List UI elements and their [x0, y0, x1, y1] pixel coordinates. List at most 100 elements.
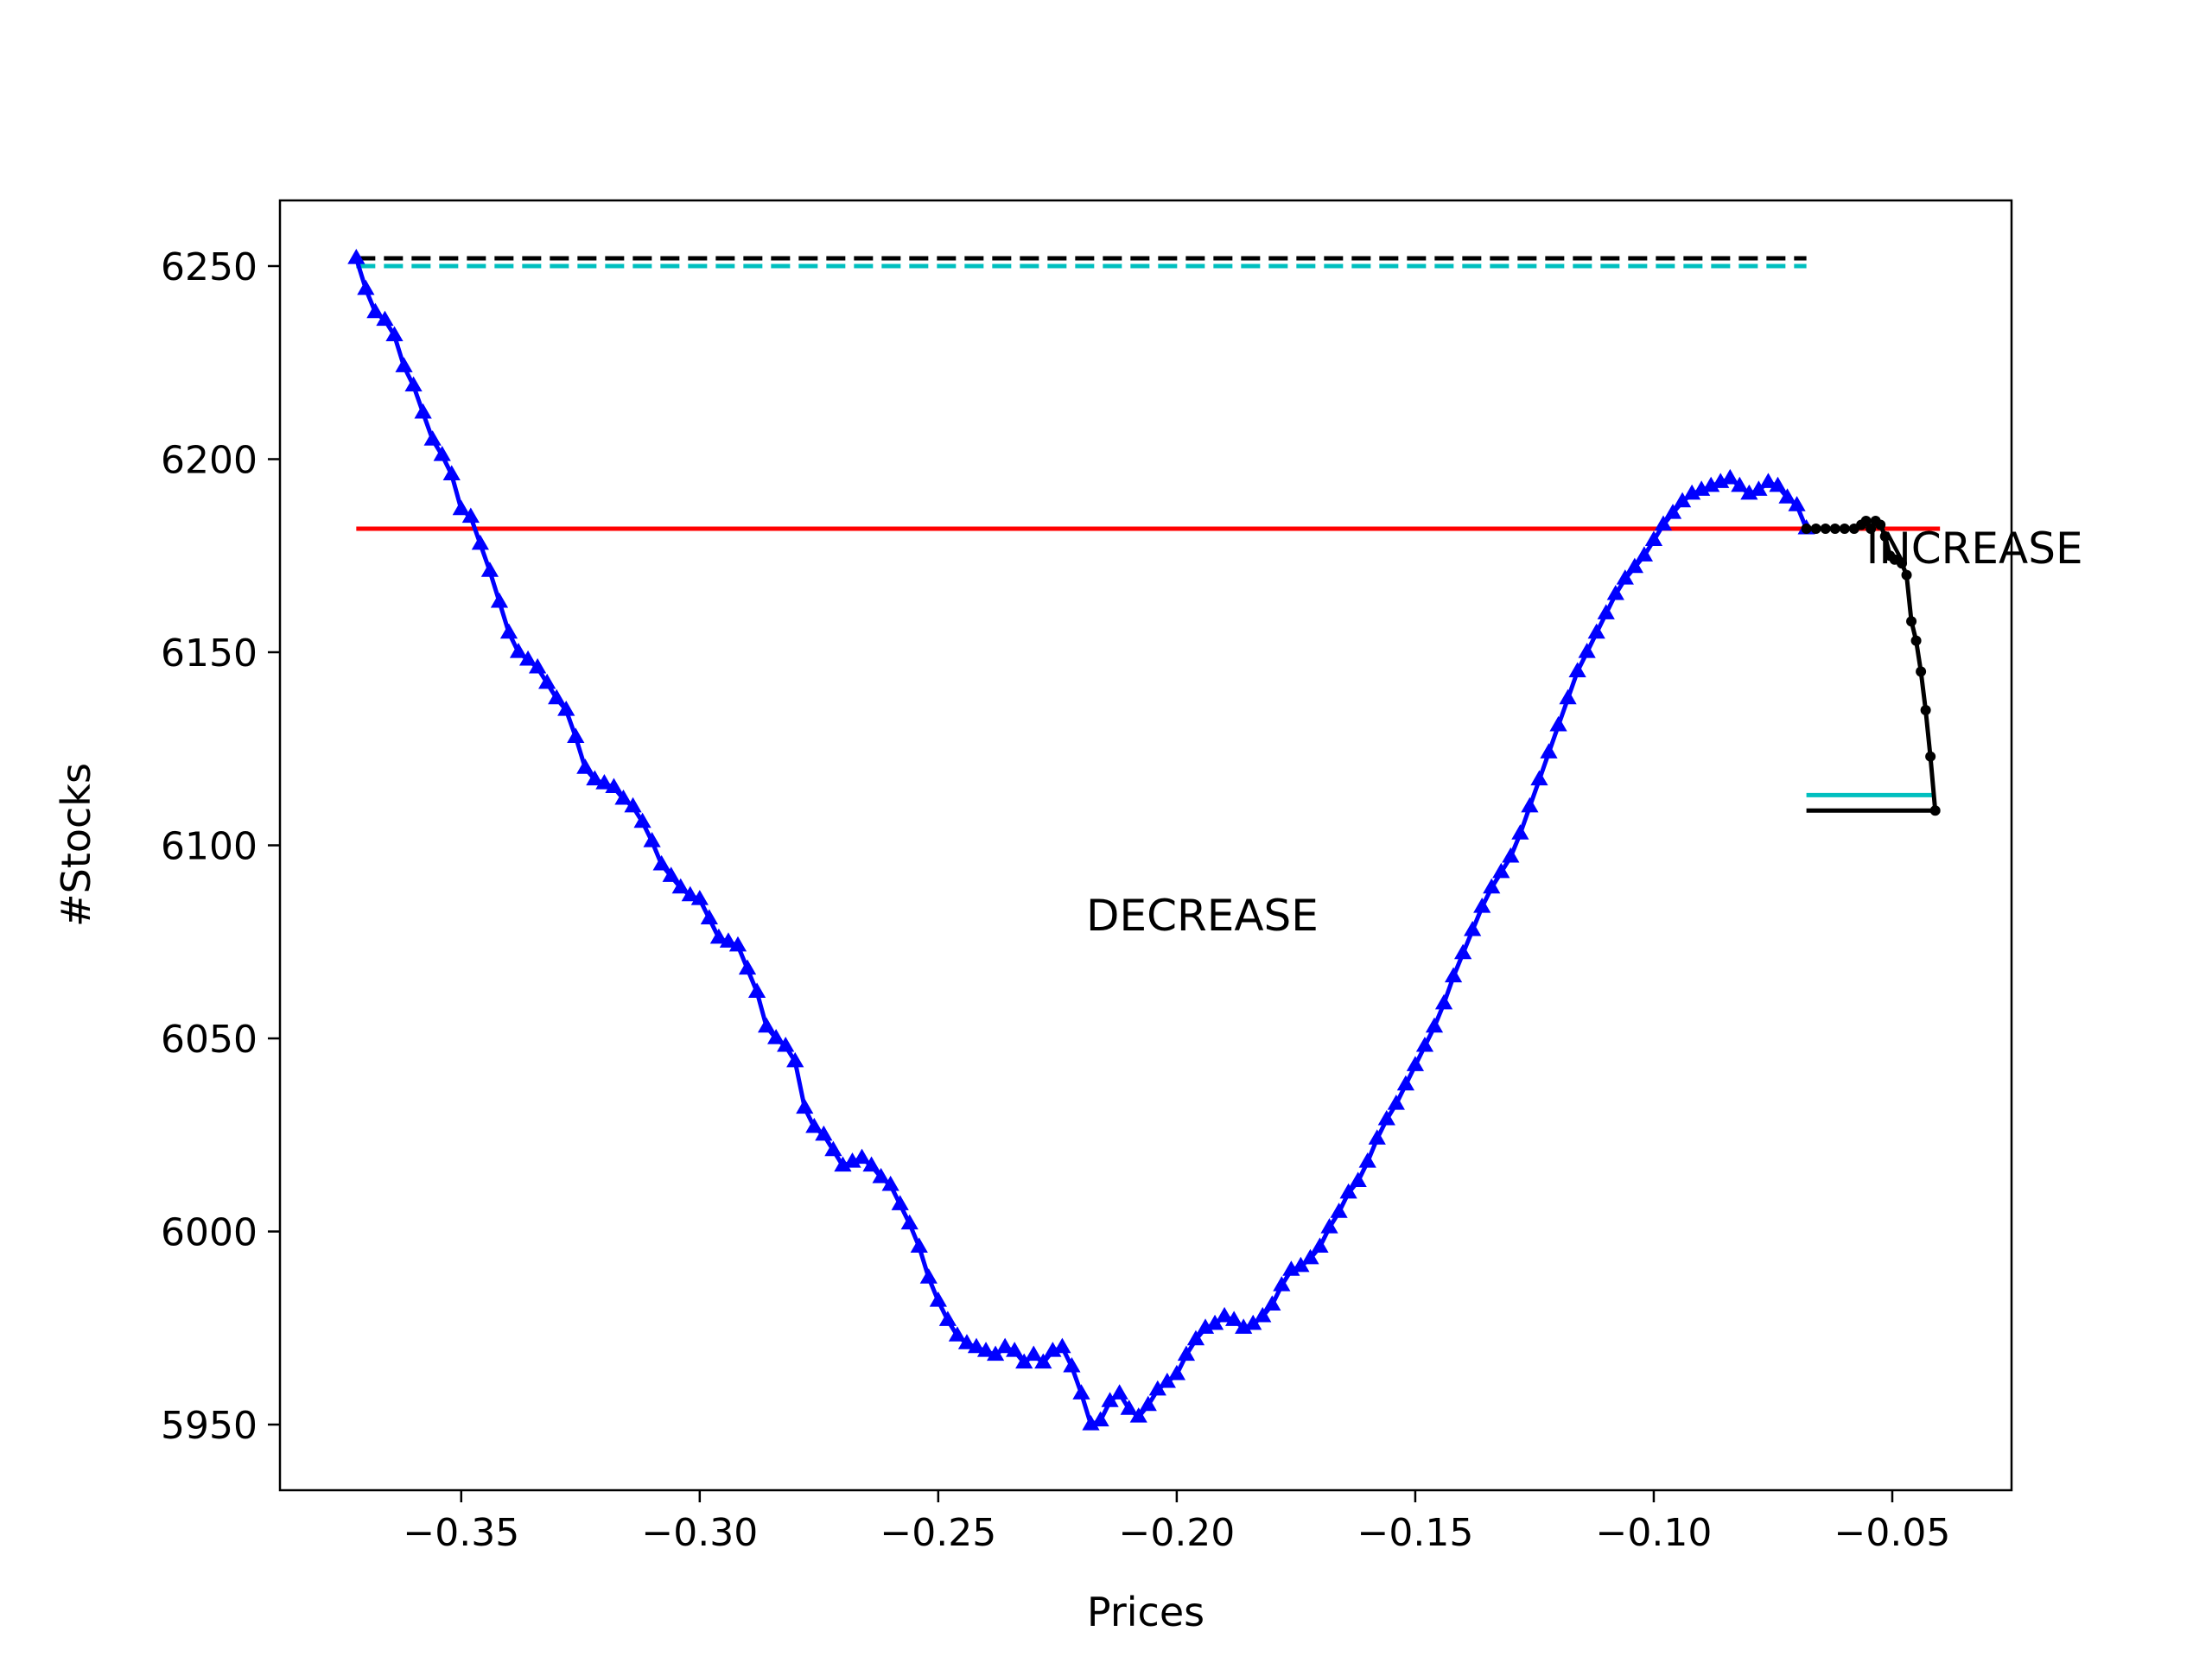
series-0-point-3: [376, 310, 394, 327]
series-0-point-77: [1082, 1415, 1100, 1431]
series-0-point-46: [786, 1051, 804, 1068]
series-0-point-90: [1205, 1314, 1224, 1330]
series-0-point-60: [919, 1268, 938, 1284]
series-0-point-65: [967, 1337, 986, 1354]
series-0-point-113: [1425, 1017, 1444, 1033]
series-0-point-27: [605, 778, 623, 794]
series-0-point-114: [1434, 993, 1453, 1010]
series-0-point-121: [1502, 847, 1520, 863]
y-tick-label-4: 6150: [161, 632, 257, 676]
series-0-point-136: [1644, 530, 1663, 546]
series-0-point-54: [862, 1156, 880, 1172]
series-0-point-135: [1635, 546, 1654, 562]
series-0-point-25: [586, 770, 604, 786]
x-tick-label-0: −0.35: [403, 1511, 519, 1555]
series-0-point-79: [1101, 1392, 1119, 1407]
series-0-point-123: [1521, 797, 1539, 813]
series-0-point-140: [1682, 484, 1701, 500]
series-0-point-59: [910, 1237, 928, 1253]
y-tick-label-6: 6250: [161, 245, 257, 289]
series-0-point-80: [1110, 1384, 1128, 1400]
series-0-point-33: [662, 866, 680, 882]
series-0-point-120: [1492, 862, 1510, 879]
series-0-point-99: [1292, 1256, 1310, 1273]
series-0-point-126: [1549, 715, 1567, 732]
series-0-point-134: [1625, 557, 1643, 574]
series-0-point-144: [1721, 468, 1739, 485]
series-0-point-149: [1769, 476, 1787, 492]
series-0-point-124: [1530, 770, 1548, 786]
series-0-point-29: [624, 797, 642, 813]
plot-frame: [278, 199, 2013, 1492]
series-0-point-75: [1063, 1356, 1081, 1373]
series-0-point-118: [1473, 898, 1491, 913]
series-1-point-17: [1910, 635, 1922, 646]
series-0-point-96: [1263, 1295, 1281, 1311]
series-0-point-48: [805, 1117, 823, 1133]
series-0-point-132: [1606, 584, 1624, 600]
series-0-point-101: [1311, 1237, 1329, 1253]
y-tick-label-3: 6100: [161, 825, 257, 869]
series-0-point-86: [1167, 1364, 1186, 1381]
series-0-point-23: [567, 727, 585, 743]
series-0-point-141: [1693, 480, 1711, 496]
series-0-point-22: [557, 701, 575, 716]
series-0-point-82: [1129, 1407, 1147, 1423]
series-0-point-138: [1663, 504, 1682, 519]
series-0-point-12: [461, 507, 480, 524]
series-1-point-0: [1801, 523, 1812, 534]
series-0-point-40: [728, 936, 747, 952]
series-0-point-84: [1148, 1380, 1166, 1396]
series-0-point-68: [996, 1337, 1014, 1354]
series-0-point-42: [747, 982, 766, 998]
series-0-point-139: [1673, 492, 1692, 508]
series-1-point-8: [1866, 523, 1877, 534]
series-0-point-150: [1778, 488, 1796, 504]
series-0-point-53: [853, 1148, 871, 1165]
series-0-point-76: [1072, 1384, 1090, 1400]
series-0-point-105: [1349, 1171, 1367, 1187]
series-1-point-2: [1820, 523, 1831, 534]
x-axis: −0.35 −0.30 −0.25 −0.20 −0.15 −0.10 −0.05: [403, 1490, 1950, 1555]
series-0-point-32: [652, 854, 671, 871]
y-axis: 5950 6000 6050 6100 6150 6200 6250: [161, 245, 280, 1448]
series-0-point-30: [633, 812, 652, 828]
series-0-point-58: [900, 1214, 918, 1230]
series-0-point-130: [1587, 623, 1605, 639]
series-0-point-10: [442, 465, 461, 480]
series-0-point-39: [719, 932, 738, 948]
series-0-point-9: [433, 446, 451, 461]
series-0-point-117: [1464, 920, 1482, 936]
series-0-point-56: [881, 1175, 899, 1191]
series-0-point-63: [948, 1326, 967, 1342]
series-0-point-74: [1053, 1337, 1071, 1354]
series-0-point-51: [834, 1156, 852, 1172]
series-0-point-61: [929, 1291, 947, 1307]
series-0-point-137: [1654, 515, 1673, 531]
series-0-point-43: [757, 1017, 776, 1033]
series-0-point-14: [480, 562, 499, 577]
series-0-point-8: [423, 430, 442, 446]
series-0-point-47: [796, 1098, 814, 1114]
series-0-point-111: [1406, 1056, 1425, 1071]
series-0-point-44: [767, 1029, 785, 1044]
x-tick-label-3: −0.20: [1118, 1511, 1235, 1555]
reference-lines-layer: [356, 256, 1941, 813]
series-0-point-18: [518, 650, 537, 666]
series-layer: [347, 249, 1941, 1431]
series-0-point-104: [1339, 1183, 1357, 1199]
series-0-point-6: [404, 376, 423, 392]
series-0-point-1: [357, 279, 375, 295]
series-0-point-92: [1225, 1311, 1243, 1326]
series-0-point-128: [1568, 662, 1586, 677]
annotations-layer: DECREASE INCREASE: [1086, 524, 2083, 941]
series-0-point-55: [872, 1167, 890, 1184]
series-0-point-17: [509, 642, 528, 658]
series-1-point-18: [1916, 666, 1927, 677]
series-0-point-34: [671, 878, 690, 894]
series-0-point-145: [1731, 476, 1749, 492]
series-0-point-41: [738, 959, 757, 975]
series-0-point-151: [1788, 496, 1806, 511]
